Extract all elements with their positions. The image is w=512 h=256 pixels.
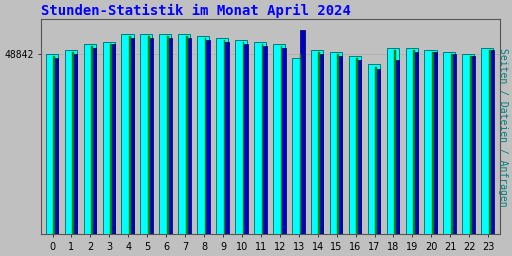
Bar bbox=[387, 48, 399, 234]
Bar bbox=[357, 60, 361, 234]
Bar bbox=[110, 44, 112, 234]
Bar bbox=[46, 54, 58, 234]
Bar bbox=[73, 54, 77, 234]
Bar bbox=[368, 65, 380, 234]
Bar bbox=[452, 54, 456, 234]
Bar bbox=[451, 54, 453, 234]
Bar bbox=[376, 69, 380, 234]
Bar bbox=[433, 52, 437, 234]
Bar bbox=[235, 40, 247, 234]
Bar bbox=[111, 44, 115, 234]
Bar bbox=[54, 58, 58, 234]
Bar bbox=[167, 36, 168, 234]
Bar bbox=[424, 50, 437, 234]
Bar bbox=[356, 58, 358, 234]
Bar bbox=[186, 38, 191, 234]
Bar bbox=[148, 38, 153, 234]
Bar bbox=[243, 42, 244, 234]
Bar bbox=[224, 40, 225, 234]
Bar bbox=[130, 38, 134, 234]
Bar bbox=[140, 34, 153, 234]
Y-axis label: Seiten / Dateien / Anfragen: Seiten / Dateien / Anfragen bbox=[498, 48, 508, 206]
Bar bbox=[395, 60, 399, 234]
Bar bbox=[349, 56, 361, 234]
Bar bbox=[471, 56, 475, 234]
Bar bbox=[470, 56, 472, 234]
Bar bbox=[53, 56, 55, 234]
Bar bbox=[414, 52, 418, 234]
Bar bbox=[205, 38, 206, 234]
Bar bbox=[338, 56, 343, 234]
Bar bbox=[243, 44, 248, 234]
Bar bbox=[281, 48, 286, 234]
Bar bbox=[178, 34, 190, 234]
Bar bbox=[318, 52, 320, 234]
Bar bbox=[262, 46, 267, 234]
Bar bbox=[281, 46, 282, 234]
Bar bbox=[413, 50, 415, 234]
Bar bbox=[129, 36, 131, 234]
Bar bbox=[311, 50, 323, 234]
Bar bbox=[292, 58, 304, 234]
Text: Stunden-Statistik im Monat April 2024: Stunden-Statistik im Monat April 2024 bbox=[41, 4, 351, 18]
Bar bbox=[394, 50, 396, 234]
Bar bbox=[300, 54, 301, 234]
Bar bbox=[300, 30, 305, 234]
Bar bbox=[330, 52, 342, 234]
Bar bbox=[462, 54, 475, 234]
Bar bbox=[65, 50, 77, 234]
Bar bbox=[72, 52, 74, 234]
Bar bbox=[92, 48, 96, 234]
Bar bbox=[167, 38, 172, 234]
Bar bbox=[197, 36, 209, 234]
Bar bbox=[148, 36, 150, 234]
Bar bbox=[186, 36, 187, 234]
Bar bbox=[432, 52, 434, 234]
Bar bbox=[489, 50, 490, 234]
Bar bbox=[254, 42, 266, 234]
Bar bbox=[216, 38, 228, 234]
Bar bbox=[102, 42, 115, 234]
Bar bbox=[481, 48, 494, 234]
Bar bbox=[443, 52, 456, 234]
Bar bbox=[83, 44, 96, 234]
Bar bbox=[489, 50, 494, 234]
Bar bbox=[262, 44, 263, 234]
Bar bbox=[224, 42, 229, 234]
Bar bbox=[159, 34, 172, 234]
Bar bbox=[337, 54, 339, 234]
Bar bbox=[375, 67, 377, 234]
Bar bbox=[273, 44, 285, 234]
Bar bbox=[406, 48, 418, 234]
Bar bbox=[121, 34, 134, 234]
Bar bbox=[319, 54, 324, 234]
Bar bbox=[205, 40, 210, 234]
Bar bbox=[91, 46, 93, 234]
